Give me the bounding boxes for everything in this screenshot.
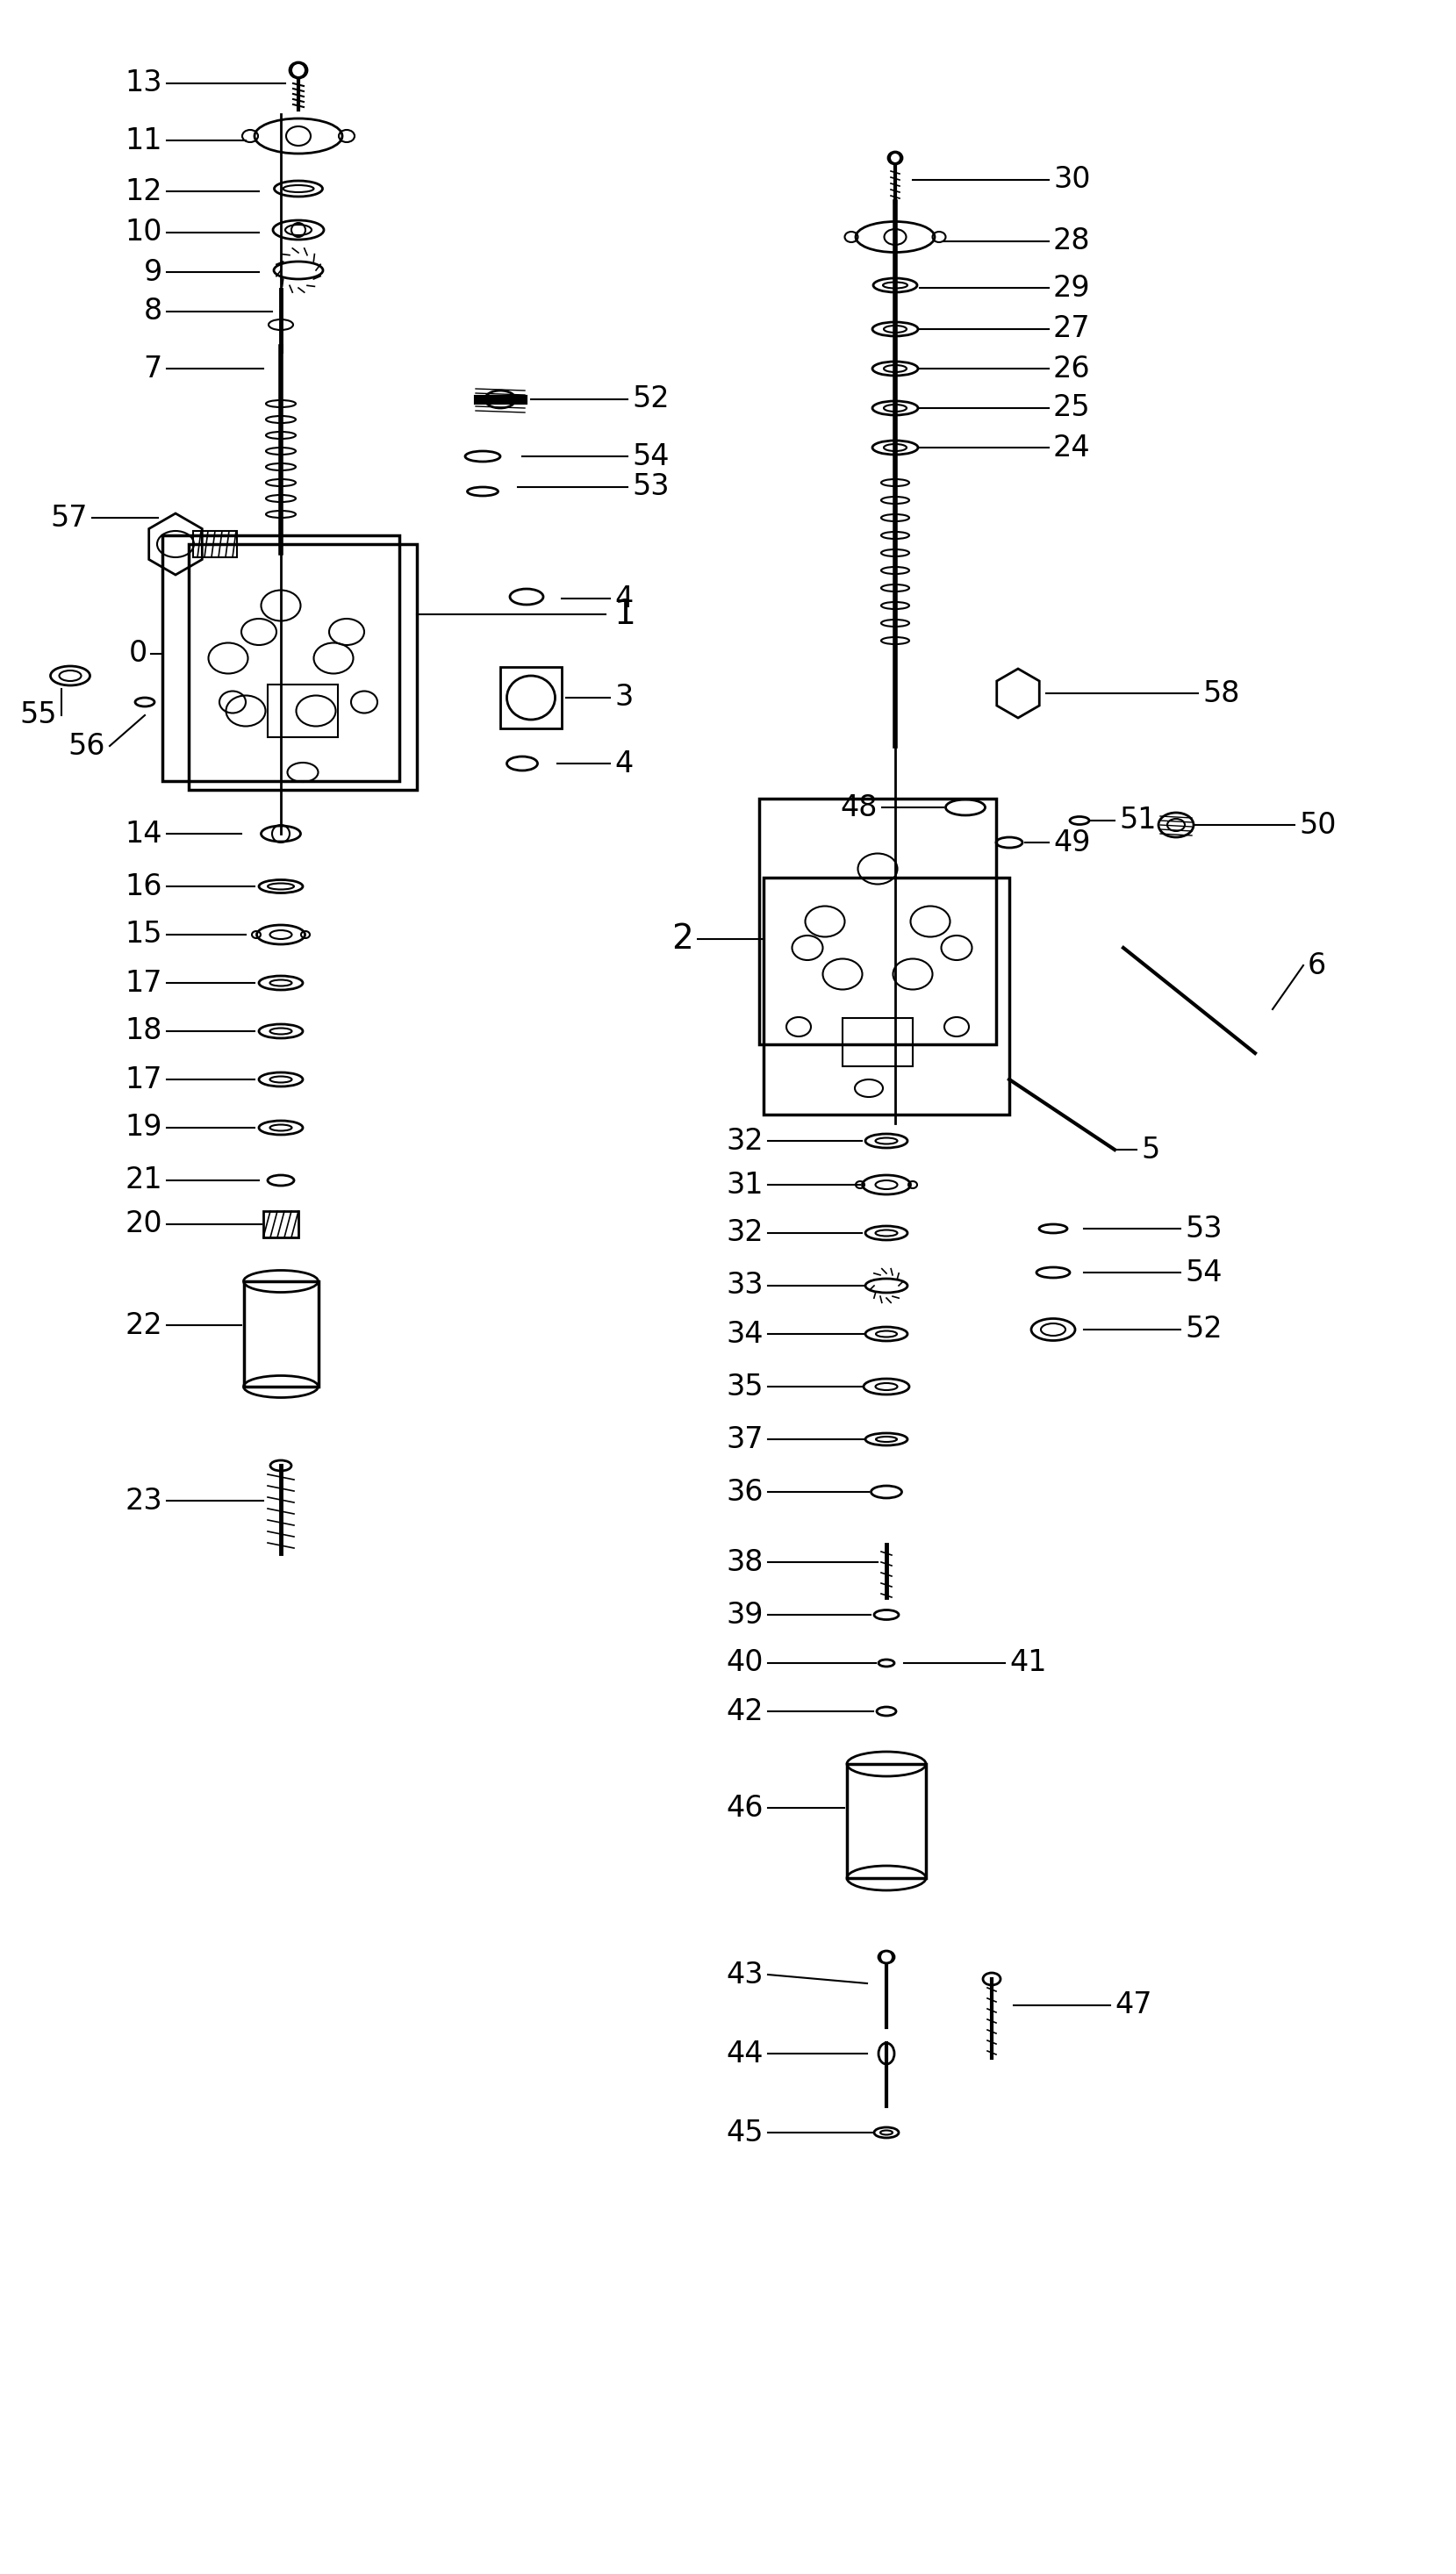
Text: 48: 48 xyxy=(840,793,878,821)
Text: 14: 14 xyxy=(125,819,163,849)
Text: 24: 24 xyxy=(1053,432,1091,463)
Text: 22: 22 xyxy=(125,1310,163,1338)
Text: 16: 16 xyxy=(125,873,163,901)
Text: 52: 52 xyxy=(632,386,670,414)
Text: 19: 19 xyxy=(125,1112,163,1143)
Text: 46: 46 xyxy=(727,1794,763,1822)
Text: 4: 4 xyxy=(614,584,633,613)
Bar xyxy=(163,535,399,780)
Text: 36: 36 xyxy=(727,1477,763,1506)
Text: 11: 11 xyxy=(125,126,163,154)
Text: 57: 57 xyxy=(51,505,87,533)
Text: 7: 7 xyxy=(144,355,163,384)
Text: 25: 25 xyxy=(1053,394,1091,422)
Text: 0: 0 xyxy=(128,638,147,669)
Text: 44: 44 xyxy=(727,2039,763,2067)
Bar xyxy=(763,878,1009,1115)
Text: 23: 23 xyxy=(125,1485,163,1516)
Text: 31: 31 xyxy=(727,1171,763,1199)
Text: 56: 56 xyxy=(68,731,105,759)
Text: 41: 41 xyxy=(1009,1647,1047,1678)
Bar xyxy=(264,1212,298,1238)
Text: 30: 30 xyxy=(1053,165,1091,196)
Text: 15: 15 xyxy=(125,919,163,950)
Text: 29: 29 xyxy=(1053,273,1091,301)
Text: 49: 49 xyxy=(1053,829,1091,857)
Bar xyxy=(245,1282,319,1387)
Text: 58: 58 xyxy=(1203,680,1239,708)
Text: 32: 32 xyxy=(727,1218,763,1248)
Text: 17: 17 xyxy=(125,1066,163,1094)
Text: 53: 53 xyxy=(632,474,670,502)
Text: 3: 3 xyxy=(614,682,633,713)
Text: 35: 35 xyxy=(727,1372,763,1400)
Text: 40: 40 xyxy=(727,1647,763,1678)
Text: 17: 17 xyxy=(125,968,163,996)
Text: 52: 52 xyxy=(1185,1315,1222,1344)
Text: 10: 10 xyxy=(125,219,163,247)
Text: 13: 13 xyxy=(125,69,163,98)
Text: 20: 20 xyxy=(125,1210,163,1238)
Bar xyxy=(847,1763,926,1879)
Bar xyxy=(759,798,996,1045)
Text: 4: 4 xyxy=(614,749,633,777)
Text: 12: 12 xyxy=(125,178,163,206)
Text: 51: 51 xyxy=(1120,806,1156,834)
Text: 28: 28 xyxy=(1053,227,1091,255)
Text: 37: 37 xyxy=(727,1426,763,1454)
Text: 55: 55 xyxy=(20,700,57,728)
Text: 39: 39 xyxy=(727,1601,763,1629)
Text: 42: 42 xyxy=(727,1696,763,1725)
Text: 54: 54 xyxy=(632,443,670,471)
Bar xyxy=(194,530,237,559)
Text: 26: 26 xyxy=(1053,355,1091,384)
Text: 45: 45 xyxy=(727,2118,763,2147)
Text: 6: 6 xyxy=(1307,950,1326,981)
Ellipse shape xyxy=(888,152,903,165)
Bar xyxy=(268,685,338,736)
Ellipse shape xyxy=(290,62,307,77)
Text: 9: 9 xyxy=(144,257,163,286)
Text: 8: 8 xyxy=(144,296,163,327)
Text: 34: 34 xyxy=(727,1320,763,1349)
Bar xyxy=(843,1017,913,1066)
Text: 54: 54 xyxy=(1185,1259,1222,1287)
Text: 38: 38 xyxy=(727,1547,763,1578)
Text: 33: 33 xyxy=(727,1272,763,1300)
Text: 43: 43 xyxy=(727,1961,763,1990)
Text: 1: 1 xyxy=(614,597,636,631)
Text: 53: 53 xyxy=(1185,1215,1222,1243)
Text: 5: 5 xyxy=(1142,1135,1159,1163)
Text: 32: 32 xyxy=(727,1127,763,1156)
Text: 27: 27 xyxy=(1053,314,1091,342)
Text: 21: 21 xyxy=(125,1166,163,1194)
Text: 47: 47 xyxy=(1115,1990,1152,2021)
Text: 50: 50 xyxy=(1299,811,1337,839)
Text: 18: 18 xyxy=(125,1017,163,1045)
Bar xyxy=(189,543,416,790)
Text: 2: 2 xyxy=(671,921,693,955)
